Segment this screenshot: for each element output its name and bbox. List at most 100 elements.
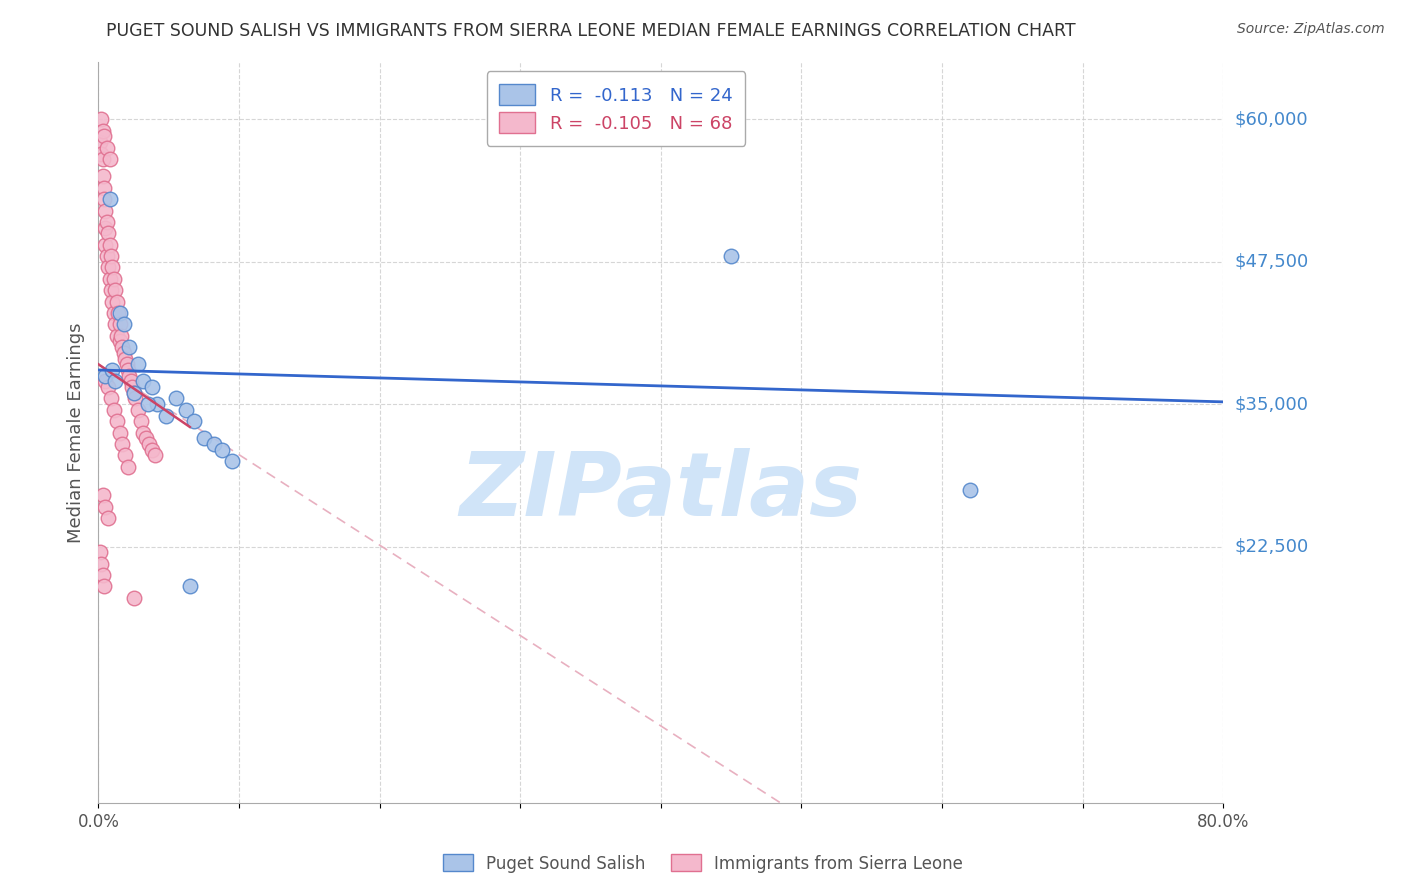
Point: [100, 249, 122, 263]
Point: [94, 375, 117, 389]
Point: [155, 409, 177, 423]
Point: [94, 500, 117, 514]
Point: [100, 283, 122, 297]
Point: [94, 237, 117, 252]
Point: [121, 380, 143, 394]
Point: [211, 442, 233, 457]
Text: $47,500: $47,500: [1234, 252, 1309, 271]
Point: [90, 146, 112, 161]
Point: [104, 375, 127, 389]
Point: [103, 272, 125, 286]
Text: $35,000: $35,000: [1234, 395, 1309, 413]
Point: [108, 425, 131, 440]
Point: [110, 328, 132, 343]
Point: [108, 334, 131, 349]
Point: [202, 437, 225, 451]
Point: [120, 375, 142, 389]
Point: [97, 511, 120, 525]
Point: [124, 392, 146, 406]
Point: [104, 283, 127, 297]
Point: [97, 227, 120, 241]
Point: [89, 135, 111, 149]
Point: [117, 459, 139, 474]
Point: [94, 203, 117, 218]
Point: [105, 294, 128, 309]
Point: [183, 414, 205, 428]
Point: [143, 449, 166, 463]
Point: [105, 414, 128, 428]
Point: [91, 153, 114, 167]
Point: [105, 328, 128, 343]
Point: [111, 340, 134, 354]
Text: ZIPatlas: ZIPatlas: [460, 449, 862, 535]
Point: [141, 380, 163, 394]
Point: [118, 340, 141, 354]
Point: [174, 402, 197, 417]
Point: [93, 192, 115, 206]
Point: [101, 260, 124, 275]
Text: PUGET SOUND SALISH VS IMMIGRANTS FROM SIERRA LEONE MEDIAN FEMALE EARNINGS CORREL: PUGET SOUND SALISH VS IMMIGRANTS FROM SI…: [105, 22, 1076, 40]
Point: [127, 402, 149, 417]
Point: [103, 306, 125, 320]
Point: [96, 141, 118, 155]
Point: [193, 431, 215, 445]
Point: [96, 215, 118, 229]
Point: [93, 579, 115, 593]
Point: [138, 437, 160, 451]
Point: [108, 306, 131, 320]
Point: [97, 260, 120, 275]
Point: [108, 318, 131, 332]
Point: [107, 306, 129, 320]
Point: [98, 272, 121, 286]
Point: [90, 557, 112, 571]
Point: [114, 449, 136, 463]
Point: [101, 363, 124, 377]
Point: [98, 237, 121, 252]
Legend: Puget Sound Salish, Immigrants from Sierra Leone: Puget Sound Salish, Immigrants from Sier…: [436, 847, 970, 880]
Point: [122, 591, 145, 605]
Point: [91, 488, 114, 502]
Point: [117, 363, 139, 377]
Point: [91, 568, 114, 582]
Point: [132, 375, 155, 389]
Point: [93, 129, 115, 144]
Legend: R =  -0.113   N = 24, R =  -0.105   N = 68: R = -0.113 N = 24, R = -0.105 N = 68: [486, 71, 745, 145]
Text: $22,500: $22,500: [1234, 538, 1309, 556]
Point: [89, 545, 111, 559]
Point: [122, 385, 145, 400]
Point: [103, 402, 125, 417]
Point: [114, 351, 136, 366]
Point: [97, 380, 120, 394]
Text: Source: ZipAtlas.com: Source: ZipAtlas.com: [1237, 22, 1385, 37]
Point: [104, 318, 127, 332]
Point: [115, 357, 138, 371]
Text: $60,000: $60,000: [1234, 111, 1308, 128]
Point: [98, 153, 121, 167]
Point: [959, 483, 981, 497]
Point: [94, 368, 117, 383]
Point: [94, 220, 117, 235]
Point: [98, 192, 121, 206]
Point: [136, 397, 159, 411]
Point: [127, 357, 149, 371]
Point: [112, 318, 135, 332]
Point: [90, 112, 112, 127]
Point: [101, 294, 124, 309]
Point: [100, 392, 122, 406]
Point: [720, 249, 742, 263]
Point: [93, 180, 115, 194]
Point: [112, 346, 135, 360]
Point: [132, 425, 155, 440]
Point: [135, 431, 157, 445]
Point: [141, 442, 163, 457]
Point: [221, 454, 243, 468]
Point: [146, 397, 169, 411]
Y-axis label: Median Female Earnings: Median Female Earnings: [66, 322, 84, 543]
Point: [129, 414, 152, 428]
Point: [118, 368, 141, 383]
Point: [179, 579, 201, 593]
Point: [91, 169, 114, 184]
Point: [91, 124, 114, 138]
Point: [111, 437, 134, 451]
Point: [122, 385, 145, 400]
